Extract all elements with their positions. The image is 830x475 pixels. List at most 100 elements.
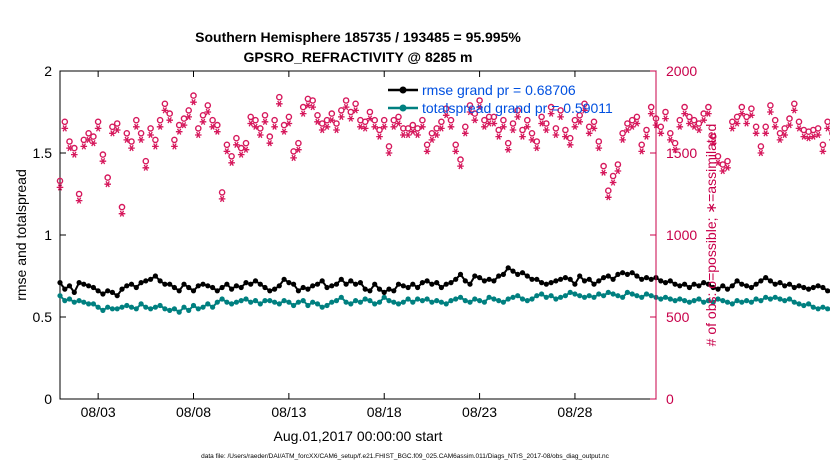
totalspread-point	[153, 305, 158, 310]
rmse-point	[277, 283, 282, 288]
totalspread-point	[782, 298, 787, 303]
totalspread-point	[391, 300, 396, 305]
rmse-point	[758, 278, 763, 283]
totalspread-point	[348, 301, 353, 306]
totalspread-point	[496, 298, 501, 303]
totalspread-point	[386, 298, 391, 303]
totalspread-point	[596, 291, 601, 296]
rmse-point	[515, 272, 520, 277]
totalspread-point	[758, 298, 763, 303]
totalspread-point	[396, 301, 401, 306]
totalspread-point	[787, 296, 792, 301]
rmse-point	[410, 282, 415, 287]
rmse-point	[186, 285, 191, 290]
totalspread-point	[482, 300, 487, 305]
totalspread-point	[353, 298, 358, 303]
totalspread-point	[625, 290, 630, 295]
totalspread-point	[634, 293, 639, 298]
rmse-point	[806, 287, 811, 292]
totalspread-point	[91, 301, 96, 306]
totalspread-point	[57, 293, 62, 298]
rmse-point	[820, 285, 825, 290]
totalspread-point	[587, 293, 592, 298]
totalspread-point	[382, 295, 387, 300]
totalspread-point	[725, 300, 730, 305]
totalspread-point	[262, 298, 267, 303]
totalspread-point	[649, 293, 654, 298]
totalspread-point	[611, 291, 616, 296]
totalspread-point	[96, 305, 101, 310]
rmse-point	[768, 278, 773, 283]
totalspread-point	[754, 296, 759, 301]
rmse-point	[739, 282, 744, 287]
totalspread-point	[105, 305, 110, 310]
rmse-point	[677, 283, 682, 288]
totalspread-point	[568, 290, 573, 295]
rmse-point	[544, 282, 549, 287]
rmse-point	[510, 269, 515, 274]
totalspread-point	[177, 310, 182, 315]
rmse-point	[215, 288, 220, 293]
rmse-point	[529, 277, 534, 282]
totalspread-point	[549, 293, 554, 298]
rmse-point	[134, 285, 139, 290]
totalspread-point	[644, 291, 649, 296]
rmse-point	[239, 285, 244, 290]
totalspread-point	[429, 300, 434, 305]
y-right-tick-label: 1000	[666, 227, 697, 243]
totalspread-point	[215, 300, 220, 305]
totalspread-point	[139, 301, 144, 306]
rmse-point	[673, 282, 678, 287]
totalspread-point	[124, 303, 129, 308]
totalspread-point	[134, 306, 139, 311]
rmse-point	[115, 293, 120, 298]
y-left-tick-label: 0.5	[33, 309, 53, 325]
rmse-point	[181, 282, 186, 287]
rmse-point	[243, 280, 248, 285]
x-tick-label: 08/23	[462, 404, 497, 420]
rmse-point	[696, 283, 701, 288]
rmse-point	[324, 285, 329, 290]
totalspread-point	[220, 296, 225, 301]
rmse-point	[453, 277, 458, 282]
rmse-point	[796, 283, 801, 288]
rmse-point	[692, 282, 697, 287]
totalspread-point	[282, 298, 287, 303]
rmse-point	[553, 278, 558, 283]
rmse-point	[534, 277, 539, 282]
rmse-point	[663, 280, 668, 285]
totalspread-point	[425, 296, 430, 301]
legend-rmse-label: rmse grand pr = 0.68706	[422, 82, 576, 98]
totalspread-point	[816, 306, 821, 311]
rmse-point	[96, 288, 101, 293]
rmse-point	[501, 272, 506, 277]
rmse-point	[172, 285, 177, 290]
rmse-point	[587, 277, 592, 282]
totalspread-point	[510, 295, 515, 300]
totalspread-point	[224, 300, 229, 305]
rmse-point	[467, 282, 472, 287]
totalspread-point	[72, 300, 77, 305]
rmse-point	[472, 273, 477, 278]
rmse-point	[396, 282, 401, 287]
totalspread-point	[444, 301, 449, 306]
totalspread-point	[749, 300, 754, 305]
rmse-point	[124, 283, 129, 288]
totalspread-point	[544, 295, 549, 300]
totalspread-point	[110, 306, 115, 311]
rmse-point	[258, 282, 263, 287]
totalspread-point	[363, 296, 368, 301]
rmse-point	[649, 277, 654, 282]
rmse-point	[229, 287, 234, 292]
rmse-point	[596, 278, 601, 283]
totalspread-point	[825, 306, 830, 311]
rmse-point	[639, 277, 644, 282]
rmse-point	[267, 288, 272, 293]
rmse-point	[105, 288, 110, 293]
totalspread-point	[467, 300, 472, 305]
rmse-point	[272, 287, 277, 292]
rmse-point	[310, 283, 315, 288]
rmse-point	[825, 288, 830, 293]
totalspread-point	[277, 301, 282, 306]
totalspread-point	[305, 303, 310, 308]
